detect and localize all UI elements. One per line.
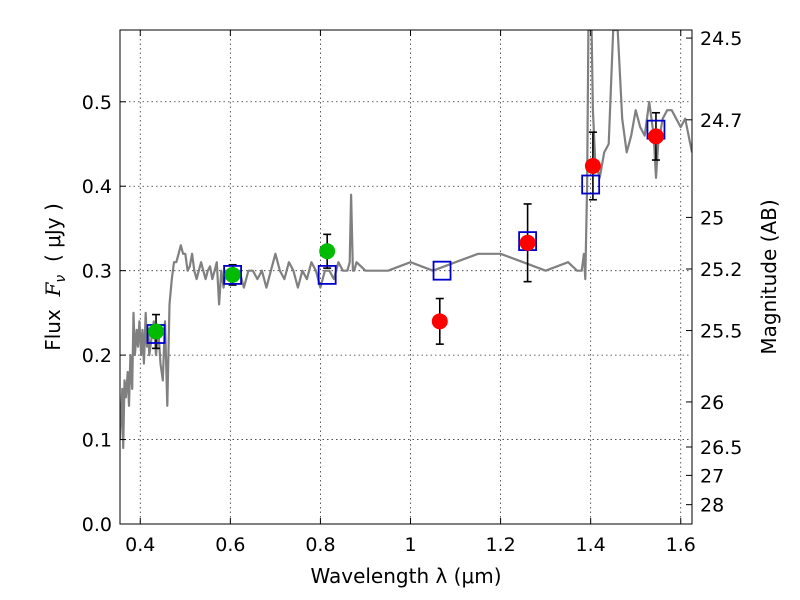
model-square (223, 264, 242, 285)
magnitude-axis: 24.5 24.7 25 25.2 25.5 26 26.5 27 28 (686, 28, 742, 517)
x-tick-label: 1.2 (485, 534, 515, 556)
model-square (432, 260, 452, 281)
x-tick-label: 1 (404, 534, 416, 556)
x-tick-label: 0.6 (215, 534, 245, 556)
magnitude-axis-label: Magnitude (AB) (757, 199, 781, 354)
magnitude-tick-label: 25 (700, 207, 724, 229)
observed-point (319, 243, 336, 260)
model-square (581, 174, 601, 195)
y-tick-label: 0.0 (82, 514, 112, 536)
magnitude-tick-label: 26.5 (700, 437, 742, 459)
observed-point (148, 323, 165, 340)
x-tick-label: 1.6 (666, 534, 696, 556)
model-photometry-squares (146, 119, 666, 344)
y-tick-label: 0.5 (82, 92, 112, 114)
observed-photometry-points (148, 128, 664, 340)
y-tick-label: 0.1 (82, 430, 112, 452)
observed-point (584, 157, 601, 174)
magnitude-tick-label: 26 (700, 392, 724, 414)
observed-point (431, 313, 448, 330)
x-axis-label: Wavelength λ (μm) (310, 564, 501, 588)
observed-point (519, 234, 536, 251)
y-tick-label: 0.2 (82, 345, 112, 367)
plot-content (120, 30, 692, 450)
y-axis-label: Flux Fν ( μJy ) (41, 203, 69, 351)
x-tick-label: 0.8 (305, 534, 335, 556)
magnitude-tick-label: 25.5 (700, 321, 742, 343)
plot-frame (119, 29, 693, 525)
observed-point (647, 128, 664, 145)
magnitude-tick-label: 27 (700, 465, 724, 487)
y-tick-label: 0.4 (82, 176, 112, 198)
x-axis: 0.4 0.6 0.8 1 1.2 1.4 1.6 (125, 30, 696, 556)
magnitude-tick-label: 24.7 (700, 110, 742, 132)
magnitude-tick-label: 25.2 (700, 259, 742, 281)
magnitude-tick-label: 24.5 (700, 28, 742, 50)
magnitude-tick-label: 28 (700, 495, 724, 517)
x-tick-label: 1.4 (576, 534, 606, 556)
x-tick-label: 0.4 (125, 534, 155, 556)
y-tick-label: 0.3 (82, 261, 112, 283)
model-square (317, 264, 337, 285)
observed-point (224, 266, 241, 283)
y-axis: 0.0 0.1 0.2 0.3 0.4 0.5 (82, 92, 126, 536)
